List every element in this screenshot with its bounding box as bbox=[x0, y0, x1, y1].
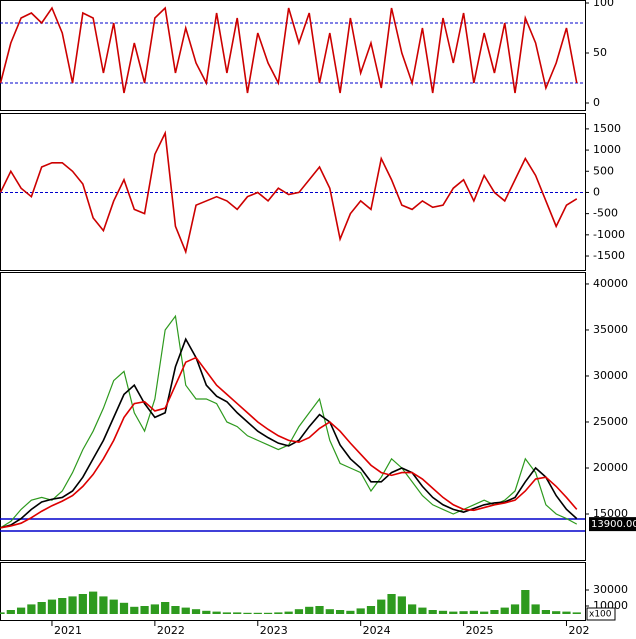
volume-bar bbox=[47, 599, 57, 614]
volume-bar bbox=[521, 590, 530, 614]
volume-bar bbox=[284, 611, 293, 614]
volume-bar bbox=[500, 607, 509, 614]
y-tick-label: -1000 bbox=[593, 228, 625, 241]
y-tick-label: 500 bbox=[593, 164, 614, 177]
volume-bar bbox=[99, 596, 108, 614]
volume-bar bbox=[335, 610, 345, 614]
volume-bar bbox=[171, 606, 180, 614]
y-tick-label: -500 bbox=[593, 207, 618, 220]
volume-bar bbox=[356, 608, 365, 614]
volume-bar bbox=[161, 602, 170, 614]
series-line bbox=[0, 314, 578, 529]
y-tick-label: 1000 bbox=[593, 143, 621, 156]
series-line bbox=[0, 6, 578, 94]
volume-bar bbox=[408, 604, 417, 614]
x-tick-label: 2021 bbox=[54, 624, 82, 637]
last-price-label: 13900.00 bbox=[591, 519, 636, 530]
volume-bar bbox=[222, 612, 232, 614]
volume-bar bbox=[572, 612, 581, 614]
volume-bar bbox=[459, 611, 468, 614]
x-tick-label: 2023 bbox=[260, 624, 288, 637]
y-tick-label: 100 bbox=[593, 0, 614, 9]
series-line bbox=[0, 337, 578, 529]
volume-bar bbox=[37, 602, 46, 614]
volume-bar bbox=[150, 604, 159, 614]
x-tick-label: 2024 bbox=[363, 624, 391, 637]
y-tick-label: 0 bbox=[593, 96, 600, 109]
y-tick-label: 20000 bbox=[593, 461, 628, 474]
volume-bar bbox=[191, 609, 201, 614]
volume-bar bbox=[274, 612, 283, 614]
volume-bar bbox=[181, 607, 190, 614]
volume-bar bbox=[78, 594, 87, 614]
volume-bar bbox=[58, 598, 67, 614]
last-price-box bbox=[589, 517, 636, 532]
volume-bar bbox=[233, 612, 242, 614]
y-tick-label: 0 bbox=[593, 185, 600, 198]
x-tick-label: 202 bbox=[568, 624, 589, 637]
volume-bar bbox=[480, 611, 489, 614]
series-line bbox=[0, 356, 578, 529]
volume-bar bbox=[243, 612, 252, 614]
volume-bar bbox=[552, 611, 561, 614]
panel-frame bbox=[0, 0, 586, 111]
panel-frame bbox=[0, 272, 586, 561]
volume-bar bbox=[0, 612, 5, 614]
volume-bar bbox=[253, 612, 262, 614]
y-tick-label: 35000 bbox=[593, 323, 628, 336]
y-tick-label: -1500 bbox=[593, 249, 625, 262]
unit-label: x100 bbox=[589, 610, 612, 620]
x-tick-label: 2025 bbox=[466, 624, 494, 637]
y-tick-label: 50 bbox=[593, 46, 607, 59]
volume-bar bbox=[469, 610, 478, 614]
unit-box bbox=[586, 607, 616, 621]
volume-bar bbox=[212, 611, 221, 614]
y-tick-label: 25000 bbox=[593, 415, 628, 428]
volume-bar bbox=[294, 609, 304, 614]
volume-bar bbox=[109, 599, 118, 614]
volume-bar bbox=[397, 596, 406, 614]
volume-bar bbox=[541, 610, 551, 614]
y-tick-label: 40000 bbox=[593, 277, 628, 290]
volume-bar bbox=[449, 611, 458, 614]
series-line bbox=[0, 130, 578, 255]
volume-bar bbox=[325, 609, 334, 614]
volume-bar bbox=[490, 610, 499, 614]
volume-bar bbox=[119, 602, 129, 614]
volume-bar bbox=[140, 606, 149, 614]
volume-bar bbox=[418, 607, 427, 614]
volume-bar bbox=[346, 610, 355, 614]
x-tick-label: 2022 bbox=[157, 624, 185, 637]
y-tick-label: 15000 bbox=[593, 507, 628, 520]
volume-bar bbox=[438, 610, 448, 614]
volume-bar bbox=[315, 606, 324, 614]
y-tick-label: 1500 bbox=[593, 122, 621, 135]
volume-bar bbox=[387, 594, 396, 614]
volume-bar bbox=[510, 604, 520, 614]
y-tick-label: 30000 bbox=[593, 583, 628, 596]
volume-bar bbox=[377, 599, 386, 614]
panel-frame bbox=[0, 562, 586, 621]
volume-bar bbox=[16, 607, 26, 614]
volume-bar bbox=[305, 606, 314, 614]
y-tick-label: 30000 bbox=[593, 369, 628, 382]
volume-bar bbox=[562, 611, 571, 614]
volume-bar bbox=[89, 591, 98, 614]
volume-bar bbox=[428, 610, 437, 614]
volume-bar bbox=[6, 610, 15, 614]
volume-bar bbox=[68, 596, 77, 614]
volume-bar bbox=[263, 612, 273, 614]
volume-bar bbox=[202, 610, 211, 614]
volume-bar bbox=[130, 606, 139, 614]
volume-bar bbox=[27, 604, 36, 614]
volume-bar bbox=[531, 604, 540, 614]
volume-bar bbox=[366, 606, 376, 614]
